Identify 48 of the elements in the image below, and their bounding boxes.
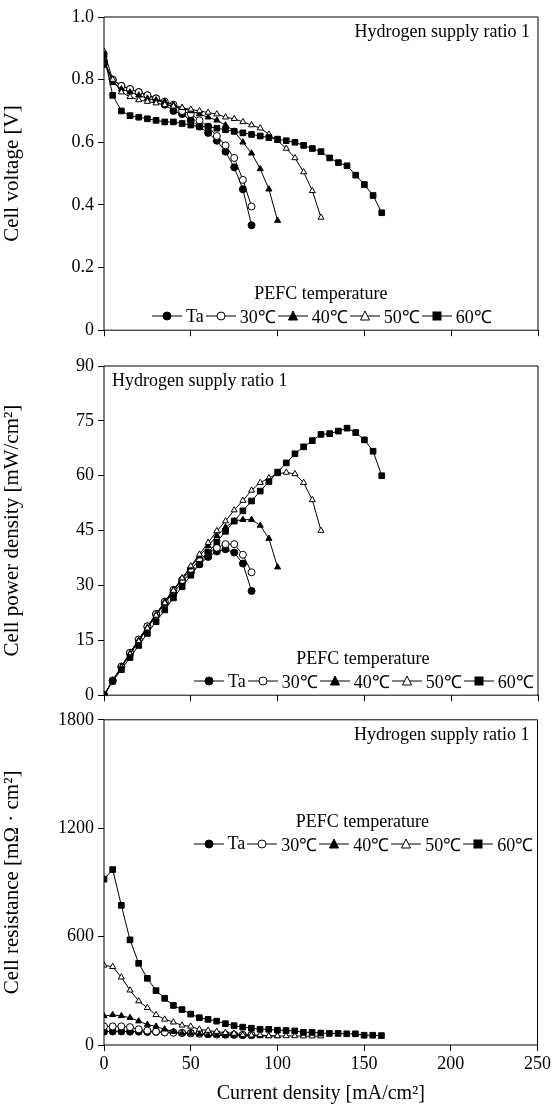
x-tick-label: 250 [524, 1052, 551, 1073]
y-tick-label: 0 [85, 1033, 94, 1054]
annotation: Hydrogen supply ratio 1 [354, 21, 530, 42]
legend-label: 50℃ [425, 833, 462, 856]
legend-title: PEFC temperature [295, 648, 431, 670]
y-tick-label: 1200 [58, 816, 94, 837]
annotation: Hydrogen supply ratio 1 [354, 723, 530, 745]
y-tick-label: 0 [85, 683, 94, 704]
y-tick-label: 30 [76, 574, 94, 595]
y-tick-label: 75 [76, 409, 94, 430]
y-tick-label: 90 [76, 354, 94, 375]
legend-title: PEFC temperature [253, 283, 389, 305]
y-tick-label: 15 [76, 629, 94, 650]
x-tick-label: 50 [181, 1052, 200, 1073]
y-axis-title: Cell power density [mW/cm²] [0, 404, 24, 657]
y-tick-label: 0.2 [71, 256, 94, 277]
legend-label: 50℃ [383, 306, 420, 329]
legend-label: 50℃ [425, 671, 462, 694]
legend-label: 40℃ [353, 671, 390, 694]
y-tick-label: 1800 [58, 708, 94, 729]
x-tick-label: 150 [350, 1052, 378, 1073]
legend-label: 30℃ [239, 306, 276, 329]
legend-label: 40℃ [311, 306, 348, 329]
y-tick-label: 1.0 [71, 5, 94, 26]
legend-title: PEFC temperature [294, 810, 431, 832]
x-axis-title: Current density [mA/cm²] [216, 1081, 425, 1105]
legend-label: Ta [186, 305, 204, 327]
y-axis-title: Cell resistance [mΩ · cm²] [0, 770, 24, 995]
legend-label: Ta [227, 833, 246, 855]
y-tick-label: 0.8 [71, 68, 94, 89]
x-tick-label: 200 [437, 1052, 465, 1073]
y-tick-label: 0 [85, 318, 94, 339]
y-tick-label: 0.4 [71, 193, 94, 214]
y-tick-label: 60 [76, 464, 94, 485]
y-axis-title: Cell voltage [V] [0, 105, 24, 242]
legend-label: 60℃ [497, 671, 534, 694]
x-tick-label: 100 [263, 1052, 291, 1073]
legend-label: 40℃ [353, 833, 390, 856]
legend-label: Ta [228, 670, 246, 692]
y-tick-label: 600 [67, 925, 94, 946]
annotation: Hydrogen supply ratio 1 [112, 370, 288, 391]
legend-label: 30℃ [281, 833, 318, 856]
legend-label: 60℃ [497, 833, 534, 856]
legend-label: 30℃ [281, 671, 318, 694]
y-tick-label: 0.6 [71, 131, 94, 152]
legend-label: 60℃ [455, 306, 492, 329]
y-tick-label: 45 [76, 519, 94, 540]
x-tick-label: 0 [99, 1052, 109, 1073]
